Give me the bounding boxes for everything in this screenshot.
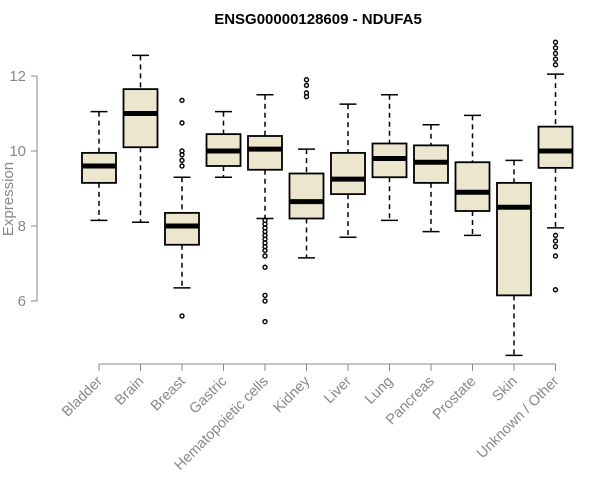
box-rect-1 xyxy=(122,88,159,149)
outlier-4-2 xyxy=(262,292,268,299)
box-3 xyxy=(205,110,242,178)
outlier-2-5 xyxy=(179,120,185,126)
x-tick-label-10: Skin xyxy=(490,374,521,405)
box-9 xyxy=(454,114,491,237)
outlier-2-1 xyxy=(179,163,185,169)
box-8 xyxy=(413,124,449,233)
x-tick-label-5: Kidney xyxy=(271,373,314,416)
x-tick-label-9: Prostate xyxy=(430,374,479,423)
y-tick-label-1: 8 xyxy=(18,218,26,235)
outlier-11-6 xyxy=(552,56,559,62)
outlier-2-4 xyxy=(179,148,185,154)
y-axis: 6 8 10 12 xyxy=(9,68,38,310)
outlier-2-2 xyxy=(179,157,185,164)
outlier-11-4 xyxy=(552,232,559,239)
outlier-11-0 xyxy=(552,287,559,293)
y-tick-label-2: 10 xyxy=(9,143,26,160)
y-axis-label: Expression xyxy=(0,162,17,236)
box-rect-4 xyxy=(247,135,283,171)
x-tick-label-1: Brain xyxy=(112,374,147,409)
outlier-5-2 xyxy=(303,82,310,89)
box-11 xyxy=(537,39,574,293)
box-rect-2 xyxy=(164,211,200,246)
box-0 xyxy=(81,110,117,222)
x-tick-label-7: Lung xyxy=(362,374,396,408)
x-tick-label-2: Breast xyxy=(148,374,189,415)
outlier-2-0 xyxy=(179,313,185,319)
outlier-11-7 xyxy=(552,50,559,57)
outlier-11-1 xyxy=(552,253,559,259)
outlier-4-4 xyxy=(262,253,268,259)
box-4 xyxy=(247,94,283,325)
outlier-11-2 xyxy=(552,243,559,250)
outlier-11-5 xyxy=(552,62,559,68)
outlier-4-3 xyxy=(262,264,268,270)
outlier-2-6 xyxy=(179,97,185,104)
box-2 xyxy=(164,97,200,319)
box-rect-10 xyxy=(496,181,532,297)
box-5 xyxy=(288,77,325,259)
outlier-11-9 xyxy=(552,39,559,45)
y-tick-label-3: 12 xyxy=(9,68,26,85)
outlier-4-1 xyxy=(262,298,268,304)
x-tick-label-6: Liver xyxy=(321,373,355,407)
y-tick-label-0: 6 xyxy=(18,293,26,310)
chart-title: ENSG00000128609 - NDUFA5 xyxy=(214,11,422,28)
outlier-5-1 xyxy=(303,90,310,96)
outlier-11-8 xyxy=(552,45,559,51)
box-rect-9 xyxy=(454,161,491,212)
box-rect-11 xyxy=(537,125,574,169)
outlier-11-3 xyxy=(552,238,559,244)
box-1 xyxy=(122,54,159,223)
box-rect-6 xyxy=(330,151,366,196)
box-6 xyxy=(330,103,366,238)
outlier-4-0 xyxy=(262,318,268,325)
x-tick-label-0: Bladder xyxy=(59,373,106,420)
box-rect-5 xyxy=(288,172,325,220)
outlier-4-13 xyxy=(262,217,268,224)
boxes-group xyxy=(81,39,574,357)
outlier-5-3 xyxy=(303,77,310,83)
box-10 xyxy=(496,159,532,357)
box-7 xyxy=(371,94,408,222)
